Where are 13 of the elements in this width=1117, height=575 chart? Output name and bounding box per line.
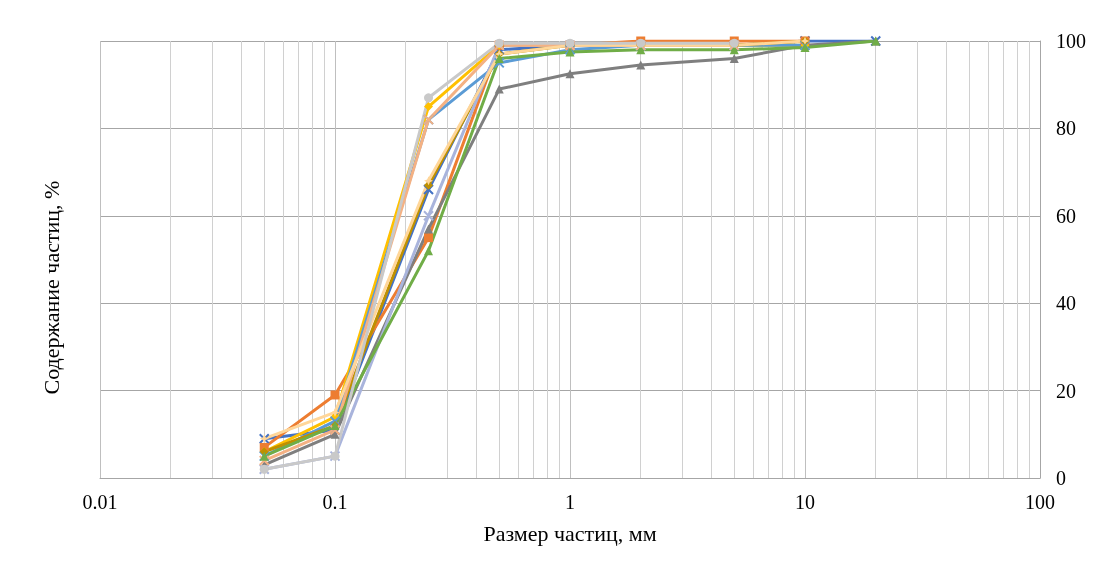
x-tick-label: 1 bbox=[565, 491, 575, 513]
x-axis-title: Размер частиц, мм bbox=[483, 520, 657, 546]
y-tick-label: 60 bbox=[1056, 204, 1076, 227]
y-tick-label: 100 bbox=[1056, 30, 1086, 52]
x-tick-label: 0.1 bbox=[322, 491, 348, 513]
y-tick-label: 40 bbox=[1056, 292, 1076, 315]
x-tick-label: 100 bbox=[1025, 491, 1055, 513]
y-tick-label: 0 bbox=[1056, 467, 1066, 489]
y-axis-title: Содержание частиц, % bbox=[38, 180, 64, 395]
y-tick-label: 80 bbox=[1056, 117, 1076, 140]
x-tick-label: 10 bbox=[795, 491, 815, 513]
x-tick-label: 0.01 bbox=[82, 491, 118, 513]
y-tick-label: 20 bbox=[1056, 379, 1076, 402]
